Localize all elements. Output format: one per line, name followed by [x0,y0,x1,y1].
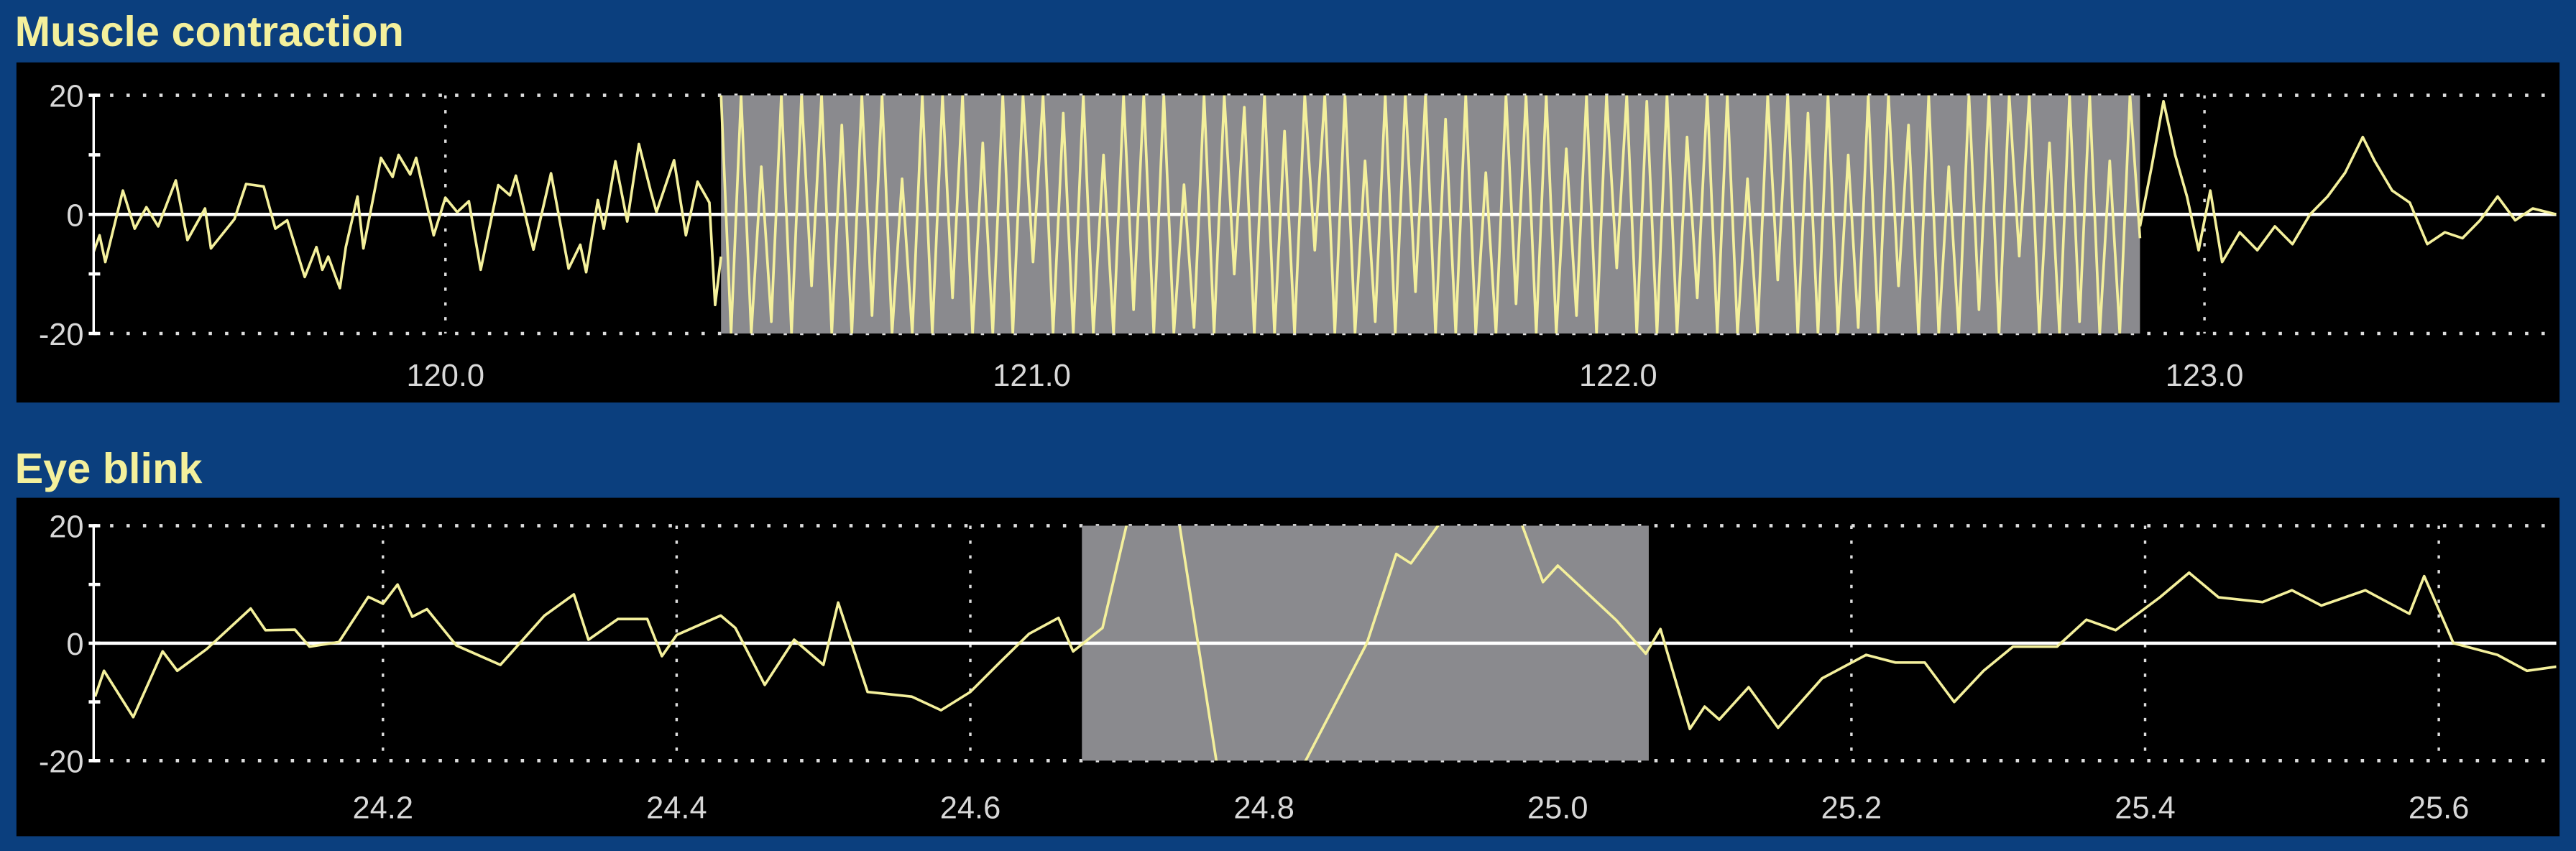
signal-series-0 [93,142,723,307]
x-tick-label: 24.2 [353,791,413,825]
x-tick-label: 123.0 [2166,359,2244,393]
x-tick-label: 25.4 [2115,791,2175,825]
x-tick-label: 25.6 [2409,791,2469,825]
chart-muscle: 20 0 -20 120.0 121.0 122.0 123.0 [39,80,2557,393]
y-tick-label: -20 [39,318,84,352]
y-tick-label: 20 [49,80,83,114]
signal-series-0 [93,525,2557,761]
signal-series-2 [2138,99,2557,264]
chart-title-eye-blink: Eye blink [15,444,203,492]
y-tick-label: 0 [66,627,83,662]
signal-series-1 [719,95,2142,334]
x-tick-label: 24.8 [1233,791,1294,825]
x-tick-label: 24.4 [646,791,707,825]
x-tick-label: 25.2 [1821,791,1882,825]
y-tick-label: 20 [49,510,83,544]
x-tick-label: 120.0 [406,359,484,393]
x-tick-label: 121.0 [993,359,1071,393]
chart-eye-blink: 20 0 -20 24.2 24.4 24.6 24.8 25.0 25.2 25.4 25.6 [39,510,2557,825]
x-tick-label: 24.6 [940,791,1000,825]
y-tick-label: -20 [39,745,84,779]
x-tick-label: 122.0 [1579,359,1657,393]
chart-title-muscle: Muscle contraction [15,7,404,55]
x-tick-label: 25.0 [1527,791,1588,825]
y-tick-label: 0 [66,198,83,233]
